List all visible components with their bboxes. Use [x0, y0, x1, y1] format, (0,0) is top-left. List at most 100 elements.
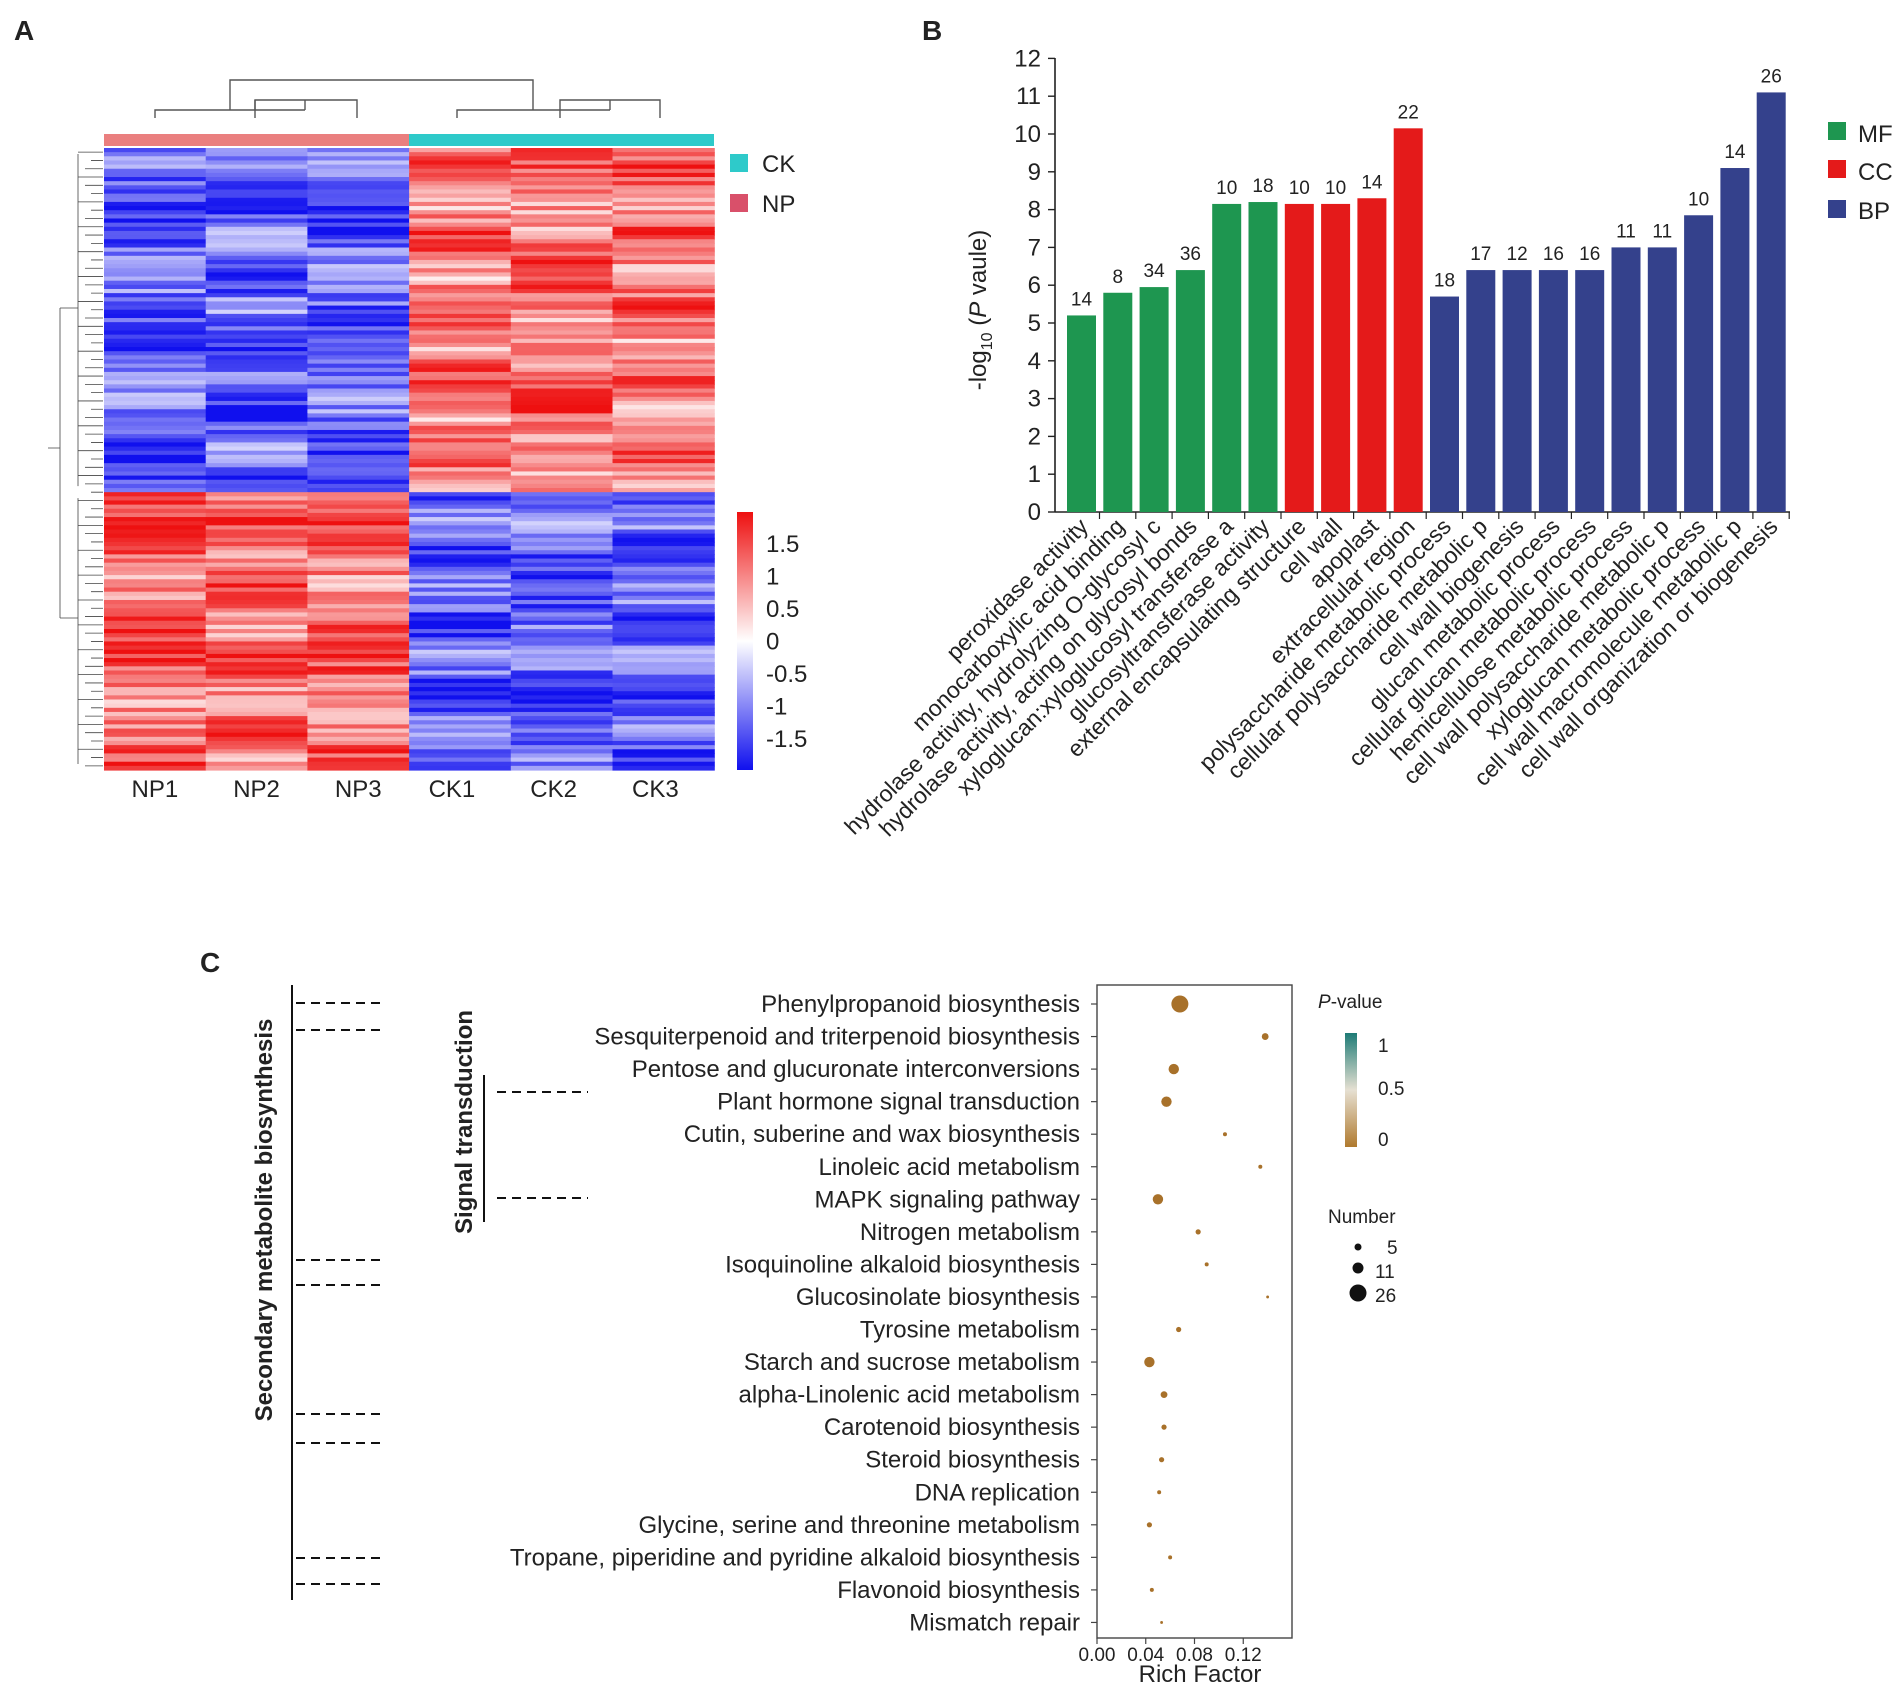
- heatmap-row: [104, 496, 715, 502]
- heatmap-cell: [612, 164, 715, 170]
- heatmap-cell: [612, 492, 715, 497]
- bar-count-label: 11: [1652, 221, 1672, 242]
- heatmap-cell: [307, 637, 410, 643]
- heatmap-cell: [612, 761, 715, 767]
- heatmap-cell: [409, 616, 512, 622]
- heatmap-row: [104, 500, 715, 506]
- heatmap-row: [104, 259, 715, 265]
- heatmap-cell: [409, 521, 512, 526]
- heatmap-cell: [205, 318, 308, 323]
- heatmap-cell: [612, 637, 715, 643]
- heatmap-cell: [205, 214, 308, 220]
- heatmap-cell: [510, 185, 614, 191]
- bar-count-label: 18: [1434, 271, 1455, 292]
- heatmap-cell: [307, 434, 410, 439]
- heatmap-cell: [612, 193, 715, 199]
- heatmap-cell: [104, 376, 207, 381]
- heatmap-cell: [510, 624, 614, 630]
- heatmap-cell: [205, 330, 308, 336]
- heatmap-cell: [307, 342, 410, 348]
- bar-count-label: 10: [1289, 178, 1310, 199]
- heatmap-cell: [409, 749, 512, 755]
- heatmap-cell: [612, 226, 715, 232]
- heatmap-cell: [205, 259, 308, 265]
- heatmap-cell: [307, 711, 410, 717]
- heatmap-cell: [104, 405, 207, 410]
- heatmap-cell: [307, 371, 410, 377]
- heatmap-row: [104, 533, 715, 539]
- heatmap-cell: [104, 268, 207, 273]
- heatmap-row: [104, 268, 715, 273]
- heatmap-cell: [205, 392, 308, 398]
- heatmap-cell: [409, 467, 512, 473]
- heatmap-cell: [104, 355, 207, 361]
- heatmap-cell: [409, 247, 512, 253]
- heatmap-cell: [409, 674, 512, 680]
- heatmap-cell: [409, 724, 512, 730]
- heatmap-cell: [205, 313, 308, 319]
- heatmap-cell: [510, 347, 614, 352]
- heatmap-cell: [307, 624, 410, 630]
- heatmap-row: [104, 678, 715, 684]
- heatmap-cell: [510, 616, 614, 622]
- heatmap-cell: [104, 608, 207, 614]
- heatmap-cell: [307, 243, 410, 249]
- heatmap-row: [104, 517, 715, 522]
- heatmap-cell: [307, 504, 410, 510]
- heatmap-cell: [104, 400, 207, 406]
- heatmap-cell: [409, 666, 512, 672]
- heatmap-cell: [409, 293, 512, 298]
- heatmap-row: [104, 653, 715, 659]
- heatmap-cell: [104, 272, 207, 278]
- heatmap-cell: [104, 728, 207, 734]
- heatmap-cell: [409, 720, 512, 725]
- heatmap-cell: [409, 380, 512, 385]
- bar-11: [1430, 296, 1459, 512]
- heatmap-cell: [612, 724, 715, 730]
- heatmap-cell: [307, 264, 410, 269]
- heatmap-cell: [409, 765, 512, 771]
- heatmap-cell: [307, 570, 410, 576]
- heatmap-cell: [510, 243, 614, 249]
- bubble-7: [1152, 1194, 1164, 1205]
- heatmap-cell: [510, 301, 614, 307]
- heatmap-cell: [205, 185, 308, 191]
- heatmap-cell: [409, 197, 512, 203]
- heatmap-cell: [510, 305, 614, 311]
- heatmap-cell: [104, 703, 207, 709]
- heatmap-cell: [612, 633, 715, 638]
- heatmap-cell: [205, 707, 308, 713]
- heatmap-row: [104, 297, 715, 303]
- bar-count-label: 18: [1252, 176, 1273, 197]
- heatmap-cell: [510, 230, 614, 236]
- heatmap-cell: [510, 168, 614, 174]
- heatmap-cell: [612, 172, 715, 178]
- heatmap-cell: [307, 355, 410, 361]
- heatmap-cell: [510, 740, 614, 746]
- heatmap-cell: [205, 724, 308, 730]
- y-tick-label: 2: [1028, 423, 1041, 450]
- heatmap-cell: [104, 417, 207, 423]
- heatmap-row: [104, 342, 715, 348]
- heatmap-cell: [104, 164, 207, 170]
- heatmap-cell: [307, 429, 410, 435]
- heatmap-cell: [409, 230, 512, 236]
- heatmap-cell: [612, 222, 715, 228]
- heatmap-cell: [510, 463, 614, 468]
- heatmap-row: [104, 201, 715, 207]
- heatmap-cell: [307, 463, 410, 468]
- heatmap-cell: [307, 508, 410, 514]
- heatmap-cell: [409, 583, 512, 589]
- heatmap-cell: [104, 218, 207, 224]
- heatmap-cell: [205, 595, 308, 601]
- heatmap-cell: [612, 682, 715, 688]
- heatmap-cell: [409, 682, 512, 688]
- heatmap-cell: [409, 579, 512, 584]
- pathway-label: Steroid biosynthesis: [865, 1447, 1080, 1474]
- heatmap-cell: [205, 604, 308, 609]
- heatmap-row: [104, 512, 715, 518]
- heatmap-cell: [307, 533, 410, 539]
- heatmap-cell: [104, 326, 207, 332]
- heatmap-cell: [307, 309, 410, 315]
- panel-label-a: A: [14, 15, 34, 46]
